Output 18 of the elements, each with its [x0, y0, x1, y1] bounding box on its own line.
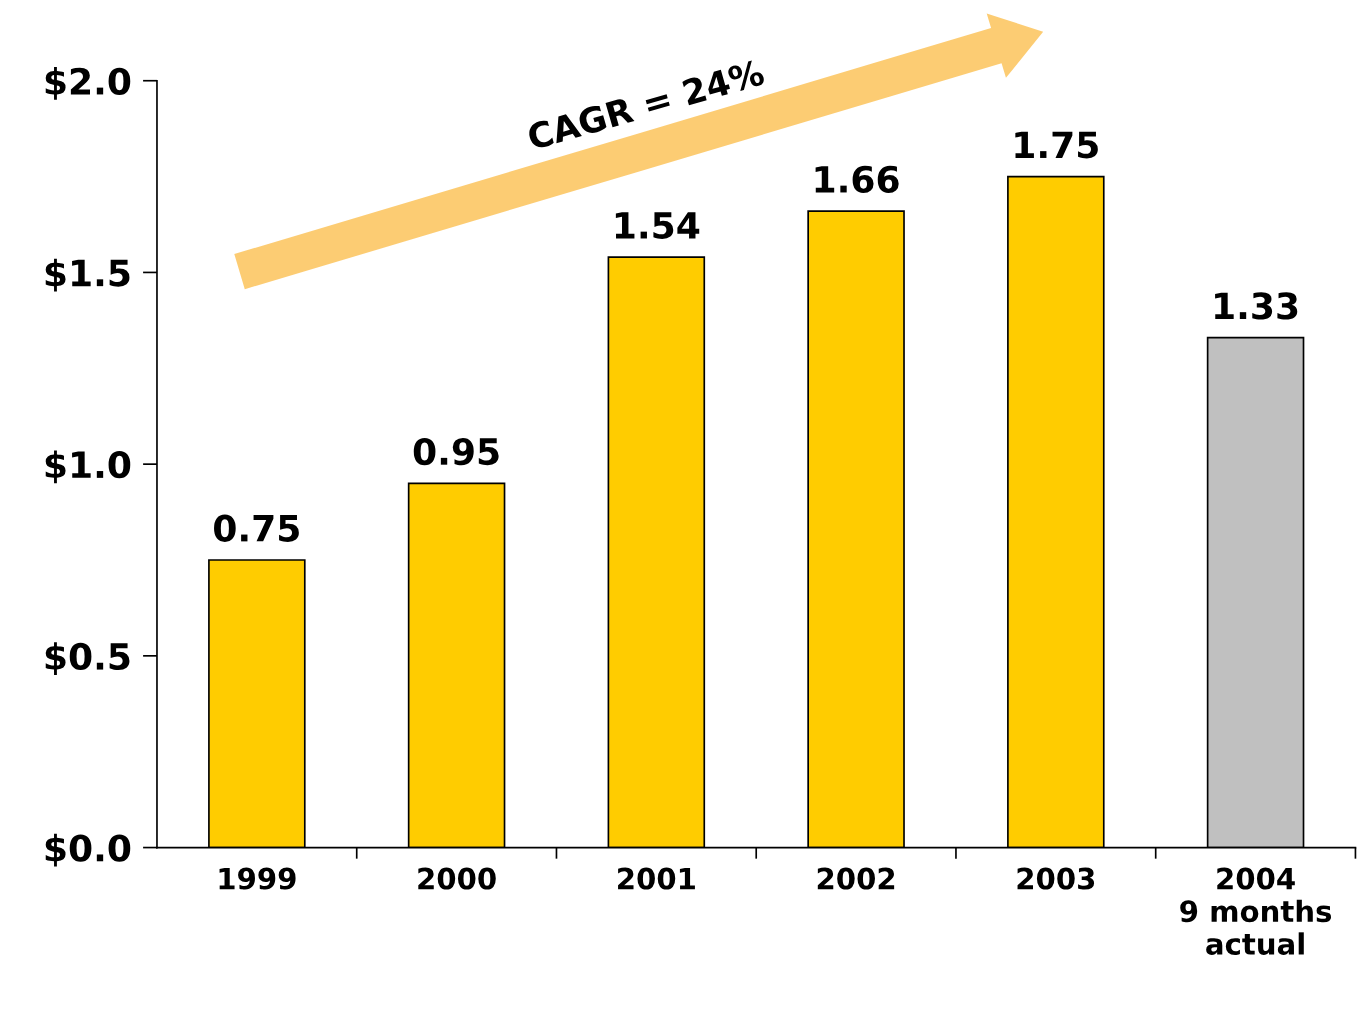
y-tick-label: $1.0 — [45, 450, 131, 484]
x-tick-label: 2003 — [1017, 867, 1095, 890]
x-tick-label: 2004 9 months actual — [1180, 867, 1332, 955]
y-tick-label: $0.0 — [45, 833, 131, 867]
y-tick-label: $2.0 — [45, 67, 131, 100]
x-tick-label: 2002 — [817, 867, 895, 890]
data-label: 1.54 — [615, 212, 700, 239]
data-label: 1.66 — [815, 165, 899, 193]
x-tick-label: 1999 — [219, 867, 296, 890]
x-tick-label: 2001 — [618, 867, 695, 890]
y-tick-label: $1.5 — [45, 258, 130, 292]
data-label: 1.75 — [1015, 131, 1098, 159]
annotation: CAGR = 24% — [526, 58, 766, 151]
data-label: 1.33 — [1215, 292, 1298, 320]
y-tick-label: $0.5 — [45, 642, 130, 675]
data-label: 0.75 — [214, 514, 299, 542]
data-label: 0.95 — [413, 437, 499, 466]
x-tick-label: 2000 — [418, 867, 496, 890]
